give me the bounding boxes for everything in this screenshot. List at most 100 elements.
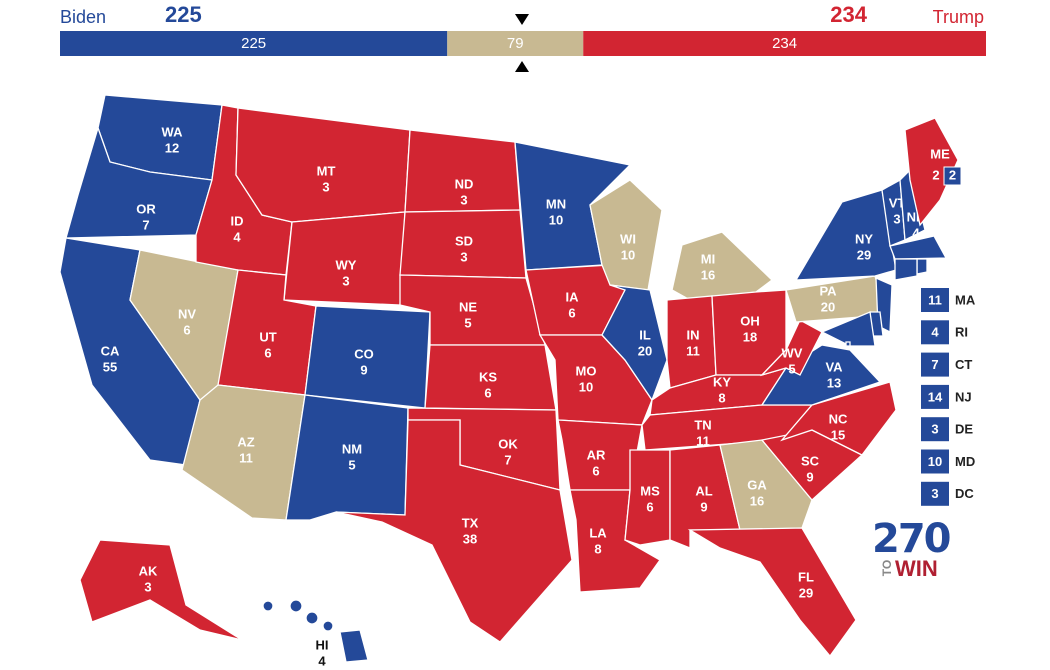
state-abbr: KY bbox=[713, 374, 731, 389]
state-abbr: AR bbox=[587, 447, 606, 462]
state-votes: 10 bbox=[579, 379, 593, 394]
state-abbr: MO bbox=[576, 363, 597, 378]
left-total: 225 bbox=[165, 2, 202, 27]
state bbox=[79, 539, 243, 641]
state bbox=[285, 394, 409, 521]
state-box bbox=[921, 288, 949, 312]
state-abbr: MI bbox=[701, 251, 715, 266]
state bbox=[262, 600, 274, 612]
state-votes: 29 bbox=[857, 247, 871, 262]
state-abbr: RI bbox=[955, 325, 968, 340]
state-votes: 11 bbox=[696, 433, 710, 448]
state-votes: 11 bbox=[928, 292, 942, 307]
state-votes: 3 bbox=[460, 249, 467, 264]
state-votes: 11 bbox=[239, 450, 253, 465]
split-box bbox=[943, 166, 962, 186]
state-abbr: IN bbox=[687, 327, 700, 342]
state bbox=[820, 311, 876, 347]
state-abbr: MN bbox=[546, 196, 566, 211]
state-abbr: AL bbox=[695, 483, 712, 498]
state-abbr: CT bbox=[955, 357, 972, 372]
state-votes: 38 bbox=[463, 531, 477, 546]
state-votes: 3 bbox=[931, 486, 938, 501]
state bbox=[687, 527, 857, 658]
state bbox=[322, 620, 334, 632]
state-abbr: WV bbox=[782, 345, 803, 360]
state-abbr: IA bbox=[566, 289, 580, 304]
state bbox=[904, 117, 959, 227]
logo-word: WIN bbox=[895, 556, 938, 581]
state bbox=[305, 611, 319, 625]
state bbox=[671, 231, 774, 301]
state-votes: 7 bbox=[931, 357, 938, 372]
state bbox=[719, 439, 813, 531]
state-abbr: ND bbox=[455, 176, 474, 191]
state-votes: 3 bbox=[893, 211, 900, 226]
state-votes: 16 bbox=[750, 493, 764, 508]
arrow-down bbox=[515, 14, 529, 25]
state-abbr: WA bbox=[162, 124, 184, 139]
state-votes: 6 bbox=[592, 463, 599, 478]
state-abbr: OH bbox=[740, 313, 760, 328]
state-abbr: NY bbox=[855, 231, 873, 246]
state-votes: 4 bbox=[233, 229, 241, 244]
state-abbr: LA bbox=[589, 525, 607, 540]
bar-label: 234 bbox=[772, 35, 797, 52]
state-abbr: SD bbox=[455, 233, 473, 248]
state bbox=[335, 419, 573, 643]
state-abbr: GA bbox=[747, 477, 767, 492]
state-votes: 3 bbox=[342, 273, 349, 288]
state-votes: 10 bbox=[928, 454, 942, 469]
state-votes: 9 bbox=[360, 362, 367, 377]
state-votes: 8 bbox=[594, 541, 601, 556]
state-box bbox=[921, 417, 949, 442]
state-votes: 15 bbox=[831, 427, 845, 442]
state-abbr: SC bbox=[801, 453, 820, 468]
left-name: Biden bbox=[60, 7, 106, 27]
state-abbr: PA bbox=[819, 283, 837, 298]
state-box bbox=[921, 352, 949, 377]
state-box bbox=[921, 449, 949, 474]
state-votes: 18 bbox=[743, 329, 757, 344]
state bbox=[601, 284, 668, 402]
state-votes: 10 bbox=[621, 247, 635, 262]
state-abbr: DE bbox=[955, 422, 973, 437]
state-votes: 9 bbox=[806, 469, 813, 484]
state-votes: 5 bbox=[464, 315, 471, 330]
state-abbr: TX bbox=[462, 515, 479, 530]
state-abbr: NJ bbox=[955, 389, 972, 404]
state-abbr: HI bbox=[316, 637, 329, 652]
state-abbr: MT bbox=[317, 163, 336, 178]
state bbox=[339, 629, 369, 663]
right-total: 234 bbox=[830, 2, 867, 27]
state-votes: 3 bbox=[931, 422, 938, 437]
state-votes: 4 bbox=[318, 653, 326, 668]
state-abbr: OR bbox=[136, 201, 156, 216]
state-abbr: VA bbox=[825, 359, 843, 374]
state-votes: 29 bbox=[799, 585, 813, 600]
state bbox=[845, 341, 851, 347]
state-votes: 9 bbox=[700, 499, 707, 514]
state bbox=[894, 258, 918, 281]
state-votes: 6 bbox=[484, 385, 491, 400]
state-votes: 5 bbox=[348, 457, 355, 472]
state-votes: 6 bbox=[183, 322, 190, 337]
state-votes: 55 bbox=[103, 359, 117, 374]
split-votes: 2 bbox=[949, 167, 956, 182]
state bbox=[899, 168, 926, 242]
state-votes: 8 bbox=[718, 390, 725, 405]
state-abbr: MD bbox=[955, 454, 975, 469]
state-votes: 13 bbox=[827, 375, 841, 390]
state-abbr: DC bbox=[955, 486, 974, 501]
state-abbr: ID bbox=[231, 213, 244, 228]
state-votes: 4 bbox=[931, 325, 939, 340]
bar-segment bbox=[583, 31, 986, 56]
state-abbr: OK bbox=[498, 436, 518, 451]
state-votes: 16 bbox=[701, 267, 715, 282]
state-abbr: CO bbox=[354, 346, 374, 361]
state-votes: 3 bbox=[322, 179, 329, 194]
state-votes: 10 bbox=[549, 212, 563, 227]
state-votes: 7 bbox=[142, 217, 149, 232]
arrow-up bbox=[515, 61, 529, 72]
state-votes: 6 bbox=[264, 345, 271, 360]
